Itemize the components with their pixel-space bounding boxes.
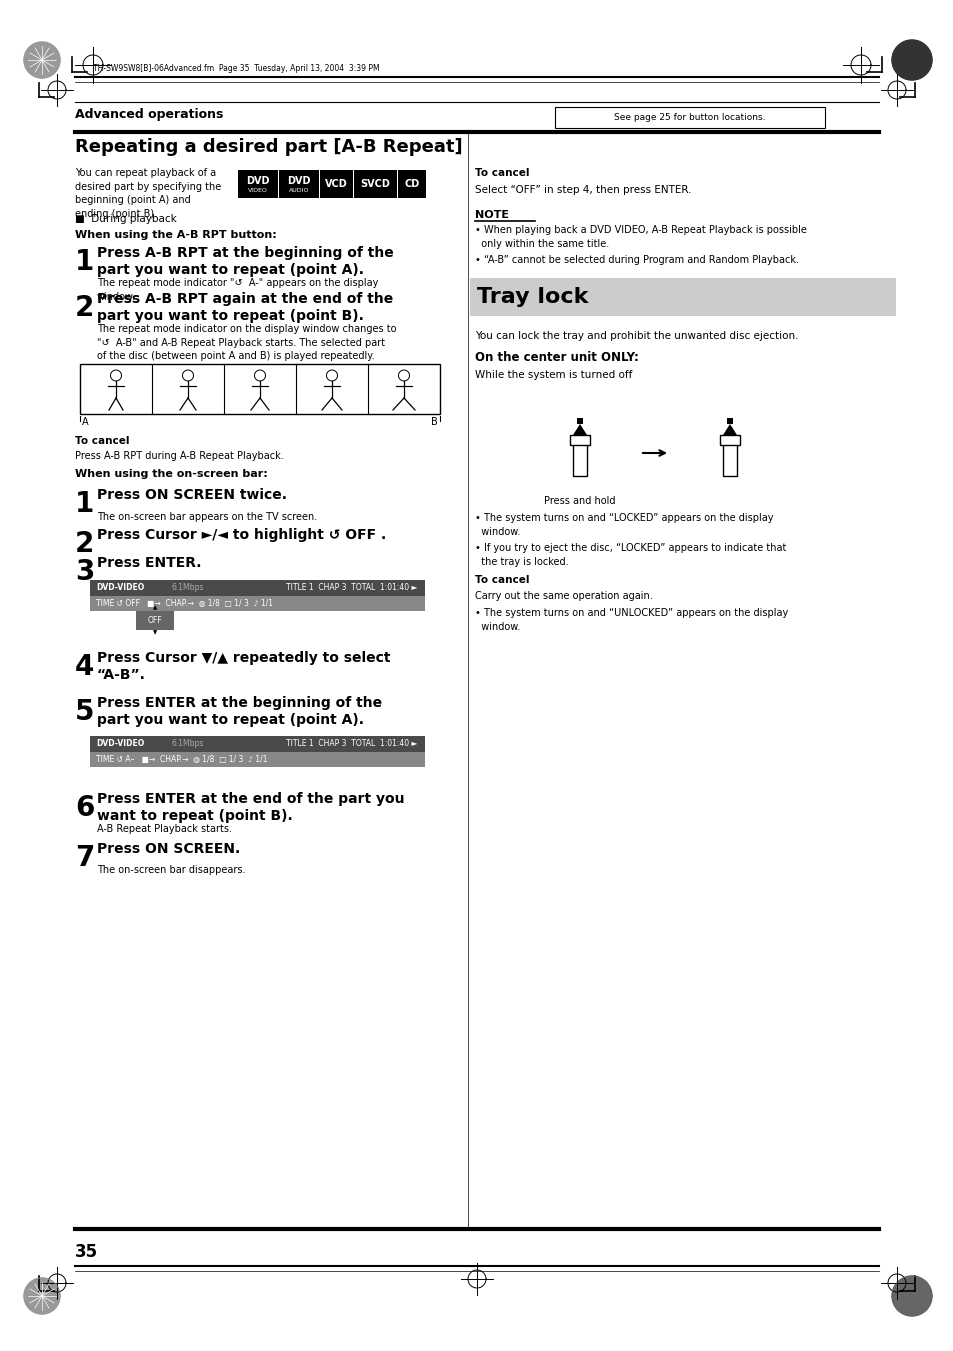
Text: • “A-B” cannot be selected during Program and Random Playback.: • “A-B” cannot be selected during Progra…: [475, 255, 799, 265]
Bar: [278, 170, 318, 199]
Text: The repeat mode indicator "↺  A-" appears on the display
window.: The repeat mode indicator "↺ A-" appears…: [97, 278, 378, 301]
Polygon shape: [722, 424, 737, 435]
Text: 1: 1: [75, 249, 94, 276]
Text: DVD: DVD: [246, 176, 270, 185]
Bar: [569, 435, 589, 444]
Text: To cancel: To cancel: [75, 436, 130, 446]
Text: TITLE 1  CHAP 3  TOTAL  1:01:40 ►: TITLE 1 CHAP 3 TOTAL 1:01:40 ►: [285, 584, 416, 592]
Text: 2: 2: [75, 530, 94, 558]
Text: 35: 35: [75, 1243, 98, 1260]
Text: Press ON SCREEN.: Press ON SCREEN.: [97, 842, 240, 857]
Text: • The system turns on and “LOCKED” appears on the display
  window.: • The system turns on and “LOCKED” appea…: [475, 513, 773, 536]
Text: SVCD: SVCD: [360, 178, 390, 189]
Text: VCD: VCD: [325, 178, 348, 189]
Text: NOTE: NOTE: [475, 209, 509, 220]
Bar: [319, 170, 353, 199]
Text: Tray lock: Tray lock: [476, 286, 588, 307]
Polygon shape: [891, 1275, 931, 1316]
Text: • When playing back a DVD VIDEO, A-B Repeat Playback is possible
  only within t: • When playing back a DVD VIDEO, A-B Rep…: [475, 226, 806, 249]
Text: DVD: DVD: [287, 176, 311, 185]
Text: On the center unit ONLY:: On the center unit ONLY:: [475, 351, 639, 363]
Text: ■  During playback: ■ During playback: [75, 213, 176, 224]
Text: Press ENTER at the end of the part you
want to repeat (point B).: Press ENTER at the end of the part you w…: [97, 792, 404, 823]
Text: Advanced operations: Advanced operations: [75, 108, 223, 122]
Bar: [470, 278, 895, 316]
Bar: [555, 107, 824, 128]
Text: Press A-B RPT during A-B Repeat Playback.: Press A-B RPT during A-B Repeat Playback…: [75, 451, 283, 461]
Text: To cancel: To cancel: [475, 576, 529, 585]
Text: While the system is turned off: While the system is turned off: [475, 370, 632, 380]
Text: 2: 2: [75, 295, 94, 322]
Text: 3: 3: [75, 558, 94, 586]
Bar: [90, 751, 424, 767]
Text: 5: 5: [75, 698, 94, 725]
Text: Press Cursor ►/◄ to highlight ↺ OFF .: Press Cursor ►/◄ to highlight ↺ OFF .: [97, 528, 386, 542]
Text: The on-screen bar appears on the TV screen.: The on-screen bar appears on the TV scre…: [97, 512, 317, 521]
Text: 6.1Mbps: 6.1Mbps: [172, 584, 204, 592]
Text: The on-screen bar disappears.: The on-screen bar disappears.: [97, 865, 245, 875]
Text: TH-SW9SW8[B]-06Advanced.fm  Page 35  Tuesday, April 13, 2004  3:39 PM: TH-SW9SW8[B]-06Advanced.fm Page 35 Tuesd…: [92, 63, 379, 73]
Text: You can lock the tray and prohibit the unwanted disc ejection.: You can lock the tray and prohibit the u…: [475, 331, 798, 340]
Text: Press Cursor ▼/▲ repeatedly to select
“A-B”.: Press Cursor ▼/▲ repeatedly to select “A…: [97, 651, 390, 682]
Text: OFF: OFF: [148, 616, 162, 626]
Text: VIDEO: VIDEO: [248, 188, 268, 193]
Bar: [726, 417, 732, 424]
Text: AUDIO: AUDIO: [289, 188, 309, 193]
Bar: [136, 611, 173, 630]
Bar: [722, 440, 737, 476]
Bar: [573, 440, 586, 476]
Text: Press ON SCREEN twice.: Press ON SCREEN twice.: [97, 488, 287, 503]
Text: A: A: [82, 417, 89, 427]
Text: The repeat mode indicator on the display window changes to
"↺  A-B" and A-B Repe: The repeat mode indicator on the display…: [97, 324, 396, 361]
Text: Press and hold: Press and hold: [543, 496, 615, 507]
Polygon shape: [24, 1278, 60, 1315]
Text: Press ENTER.: Press ENTER.: [97, 557, 201, 570]
Bar: [720, 435, 740, 444]
Text: Select “OFF” in step 4, then press ENTER.: Select “OFF” in step 4, then press ENTER…: [475, 185, 691, 195]
Text: CD: CD: [404, 178, 419, 189]
Text: • The system turns on and “UNLOCKED” appears on the display
  window.: • The system turns on and “UNLOCKED” app…: [475, 608, 787, 632]
Bar: [90, 596, 424, 611]
Text: DVD-VIDEO: DVD-VIDEO: [96, 739, 144, 748]
Text: Press ENTER at the beginning of the
part you want to repeat (point A).: Press ENTER at the beginning of the part…: [97, 696, 382, 727]
Text: B: B: [431, 417, 437, 427]
Text: DVD-VIDEO: DVD-VIDEO: [96, 584, 144, 592]
Text: When using the A-B RPT button:: When using the A-B RPT button:: [75, 230, 276, 240]
Bar: [354, 170, 396, 199]
Bar: [577, 417, 582, 424]
Bar: [90, 580, 424, 596]
Bar: [237, 170, 277, 199]
Text: TITLE 1  CHAP 3  TOTAL  1:01:40 ►: TITLE 1 CHAP 3 TOTAL 1:01:40 ►: [285, 739, 416, 748]
Bar: [80, 363, 439, 413]
Text: 7: 7: [75, 844, 94, 871]
Text: 6.1Mbps: 6.1Mbps: [172, 739, 204, 748]
Text: Carry out the same operation again.: Carry out the same operation again.: [475, 590, 652, 601]
Text: 4: 4: [75, 653, 94, 681]
Text: When using the on-screen bar:: When using the on-screen bar:: [75, 469, 268, 480]
Text: See page 25 for button locations.: See page 25 for button locations.: [614, 112, 765, 122]
Text: 1: 1: [75, 490, 94, 517]
Text: • If you try to eject the disc, “LOCKED” appears to indicate that
  the tray is : • If you try to eject the disc, “LOCKED”…: [475, 543, 785, 566]
Text: To cancel: To cancel: [475, 168, 529, 178]
Text: You can repeat playback of a
desired part by specifying the
beginning (point A) : You can repeat playback of a desired par…: [75, 168, 221, 219]
Polygon shape: [573, 424, 586, 435]
Text: ▲: ▲: [152, 605, 157, 611]
Text: Press A-B RPT again at the end of the
part you want to repeat (point B).: Press A-B RPT again at the end of the pa…: [97, 292, 393, 323]
Text: 6: 6: [75, 794, 94, 821]
Bar: [397, 170, 426, 199]
Text: Press A-B RPT at the beginning of the
part you want to repeat (point A).: Press A-B RPT at the beginning of the pa…: [97, 246, 394, 277]
Text: Repeating a desired part [A-B Repeat]: Repeating a desired part [A-B Repeat]: [75, 138, 462, 155]
Text: A-B Repeat Playback starts.: A-B Repeat Playback starts.: [97, 824, 232, 834]
Text: TIME ↺ A–   ■→  CHAP.→  ◍ 1/8  □ 1/ 3  ♪ 1/1: TIME ↺ A– ■→ CHAP.→ ◍ 1/8 □ 1/ 3 ♪ 1/1: [96, 755, 267, 763]
Text: ▼: ▼: [152, 631, 157, 635]
Polygon shape: [891, 41, 931, 80]
Polygon shape: [24, 42, 60, 78]
Text: TIME ↺ OFF   ■→  CHAP.→  ◍ 1/8  □ 1/ 3  ♪ 1/1: TIME ↺ OFF ■→ CHAP.→ ◍ 1/8 □ 1/ 3 ♪ 1/1: [96, 598, 273, 608]
Bar: [90, 736, 424, 751]
